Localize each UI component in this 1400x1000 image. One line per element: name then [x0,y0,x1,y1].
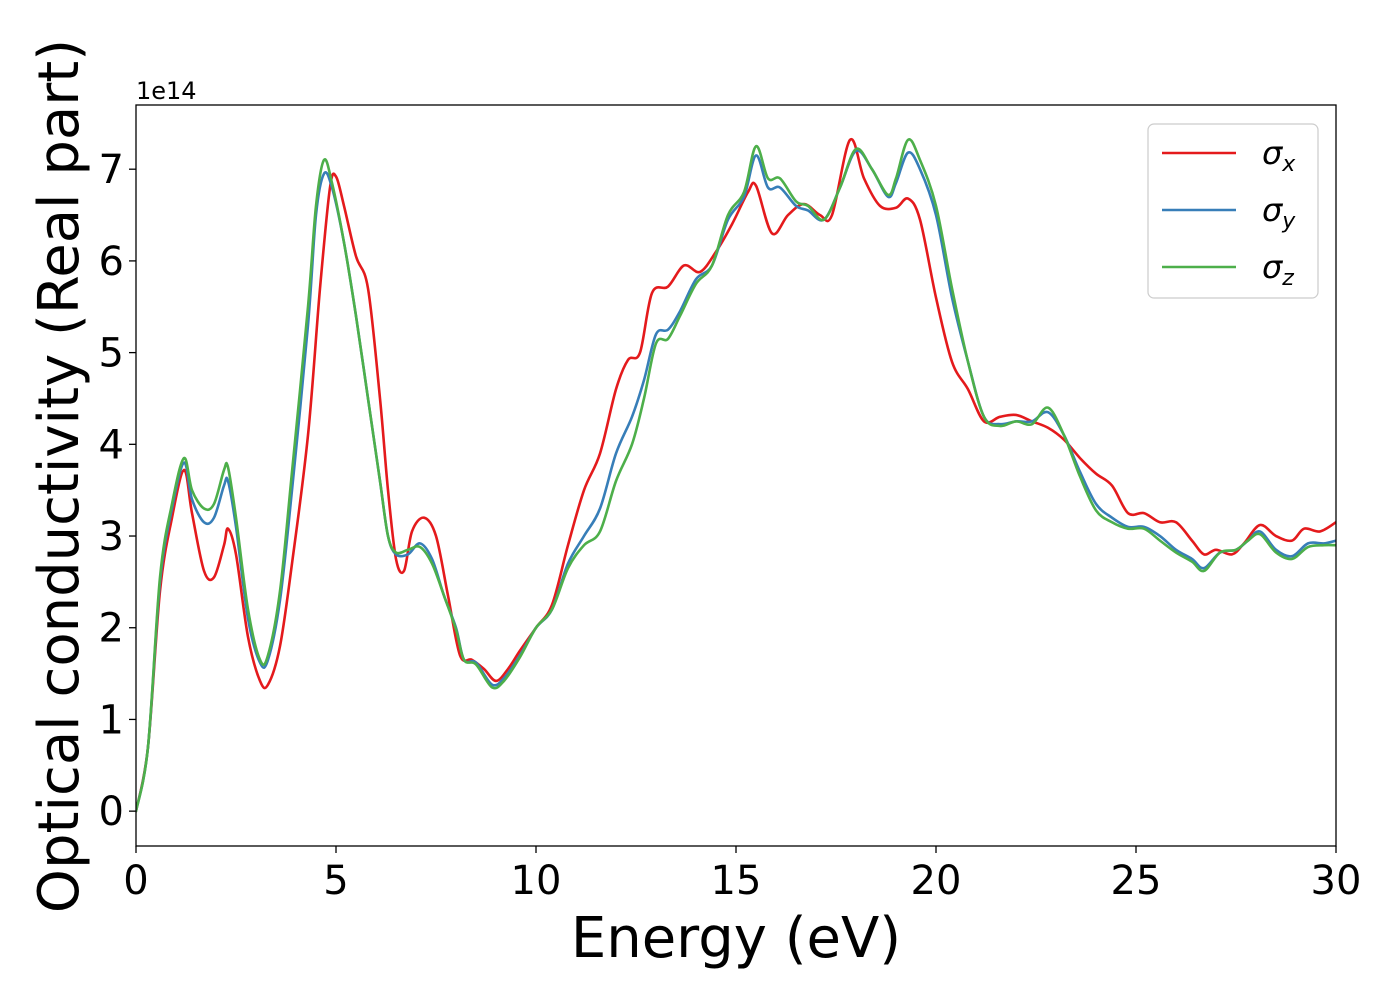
y-tick-label: 7 [99,147,124,193]
y-tick-label: 1 [99,697,124,743]
legend-entries: σx σy σz [1162,134,1296,291]
x-tick-label: 0 [123,858,148,904]
legend-item-y: σy [1162,191,1296,234]
series-layer [136,137,1336,813]
y-tick-label: 3 [99,514,124,560]
y-tick-label: 5 [99,331,124,377]
legend-label: σx [1262,134,1296,177]
x-tick-label: 20 [911,858,962,904]
legend-item-z: σz [1162,248,1294,291]
y-offset-label: 1e14 [136,77,197,105]
y-axis-title: Optical conductivity (Real part) [27,39,92,913]
legend-item-x: σx [1162,134,1296,177]
x-tick-label: 25 [1111,858,1162,904]
x-tick-label: 10 [511,858,562,904]
y-axis-ticks: 0 1 2 3 4 5 6 7 [99,147,136,835]
x-tick-label: 5 [323,858,348,904]
series-line-y [136,149,1336,813]
legend-label: σz [1262,248,1294,291]
y-tick-label: 2 [99,606,124,652]
y-tick-label: 4 [99,422,124,468]
x-tick-label: 30 [1311,858,1362,904]
legend-label: σy [1262,191,1296,234]
x-tick-label: 15 [711,858,762,904]
legend: σx σy σz [1147,123,1319,299]
series-line-z [136,138,1336,813]
x-axis-ticks: 0 5 10 15 20 25 30 [123,846,1361,904]
x-axis-title: Energy (eV) [571,906,901,971]
y-tick-label: 6 [99,239,124,285]
series-line-x [136,137,1336,813]
y-tick-label: 0 [99,789,124,835]
